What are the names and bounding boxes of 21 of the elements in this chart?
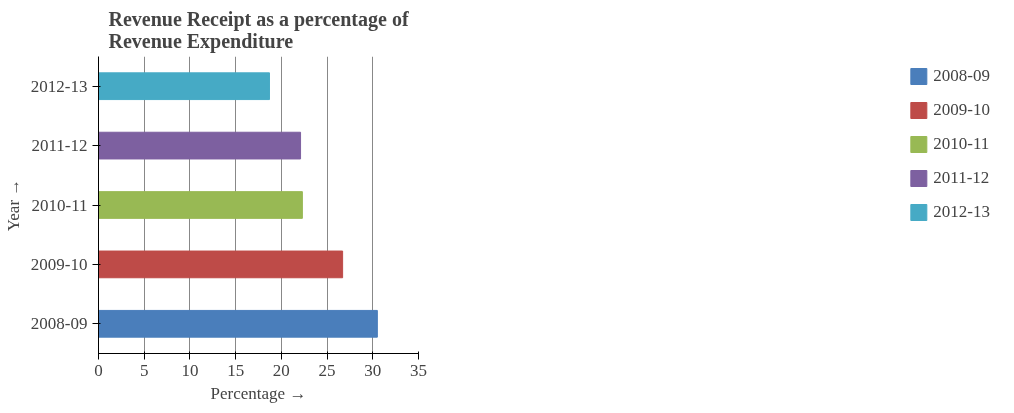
y-tick-label: 2011-12 [31,136,88,156]
x-axis-title: Percentage → [210,383,307,403]
x-tick-label: 15 [227,360,245,380]
legend-label: 2012-13 [933,202,990,222]
y-tick-label: 2008-09 [30,314,88,334]
y-axis-title: Year → [3,178,23,232]
legend-label: 2010-11 [933,134,990,154]
chart-title: Revenue Receipt as a percentage of Revenue Expenditure [108,7,409,53]
x-tick-label: 5 [139,360,149,380]
y-tick-label: 2012-13 [30,76,88,96]
y-tick-label: 2010-11 [31,195,88,215]
y-tick-label: 2009-10 [30,254,88,274]
legend-label: 2011-12 [933,168,990,188]
legend-label: 2009-10 [933,100,990,120]
x-tick-label: 25 [318,360,336,380]
x-tick-label: 10 [181,360,199,380]
x-tick-label: 30 [364,360,382,380]
legend-label: 2008-09 [933,66,990,86]
x-tick-label: 20 [272,360,290,380]
x-tick-label: 0 [94,360,103,380]
x-tick-label: 35 [410,360,427,380]
